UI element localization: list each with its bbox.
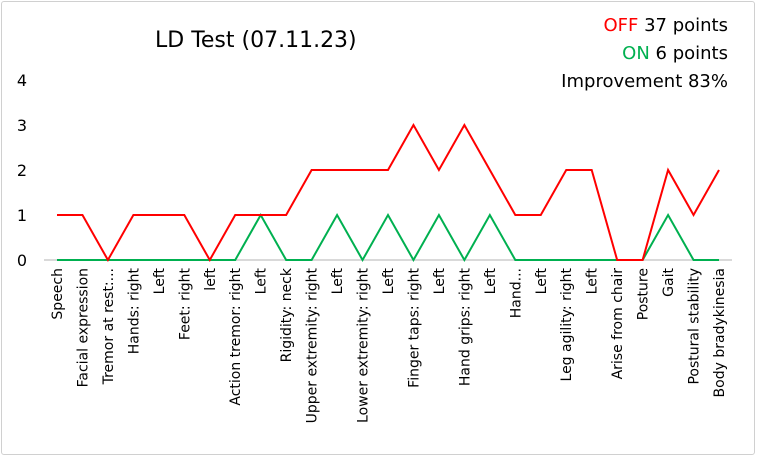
legend-on-text: 6 points <box>649 43 728 64</box>
series-line-on <box>57 212 719 263</box>
legend-improvement: Improvement 83% <box>561 71 728 92</box>
legend: OFF 37 points ON 6 points Improvement 83… <box>561 12 728 96</box>
x-tick-label: Hand... <box>508 268 524 318</box>
x-tick-label: Upper extremity: right <box>305 267 321 423</box>
x-tick-label: Facial expression <box>75 268 91 387</box>
y-tick-label: 0 <box>17 251 27 270</box>
x-tick-label: Speech <box>50 268 66 320</box>
legend-on-label: ON <box>622 43 650 64</box>
x-tick-label: Tremor at rest:... <box>101 268 117 385</box>
legend-off-label: OFF <box>603 15 639 36</box>
x-tick-label: Rigidity: neck <box>279 267 295 362</box>
x-tick-label: Left <box>381 267 397 294</box>
y-tick-label: 1 <box>17 206 27 225</box>
x-tick-label: Left <box>432 267 448 294</box>
x-tick-label: Hand grips: right <box>457 267 473 386</box>
legend-on: ON 6 points <box>561 40 728 68</box>
x-tick-label: Left <box>585 267 601 294</box>
x-tick-label: Posture <box>636 268 652 320</box>
y-tick-label: 4 <box>17 71 27 90</box>
x-tick-label: Postural stability <box>687 268 703 385</box>
x-tick-label: Left <box>534 267 550 294</box>
legend-off-text: 37 points <box>638 15 728 36</box>
chart-title: LD Test (07.11.23) <box>155 28 357 53</box>
x-tick-label: Action tremor: right <box>228 267 244 405</box>
legend-off: OFF 37 points <box>561 12 728 40</box>
x-tick-label: Arise from chair <box>610 268 626 380</box>
x-tick-label: left <box>203 268 219 291</box>
x-tick-label: Left <box>330 267 346 294</box>
x-tick-label: Body bradykinesia <box>712 268 728 397</box>
series-line-off <box>57 122 720 263</box>
x-tick-label: Leg agility: right <box>559 268 575 382</box>
x-tick-label: Left <box>254 267 270 294</box>
x-tick-label: Hands: right <box>126 268 142 355</box>
x-tick-label: Finger taps: right <box>406 268 422 388</box>
x-tick-label: Left <box>152 267 168 294</box>
x-tick-label: Left <box>483 267 499 294</box>
y-tick-label: 2 <box>17 161 27 180</box>
x-tick-label: Lower extremity: right <box>356 267 372 422</box>
y-tick-label: 3 <box>17 116 27 135</box>
x-tick-label: Gait <box>661 267 677 296</box>
x-tick-label: Feet: right <box>177 268 193 341</box>
